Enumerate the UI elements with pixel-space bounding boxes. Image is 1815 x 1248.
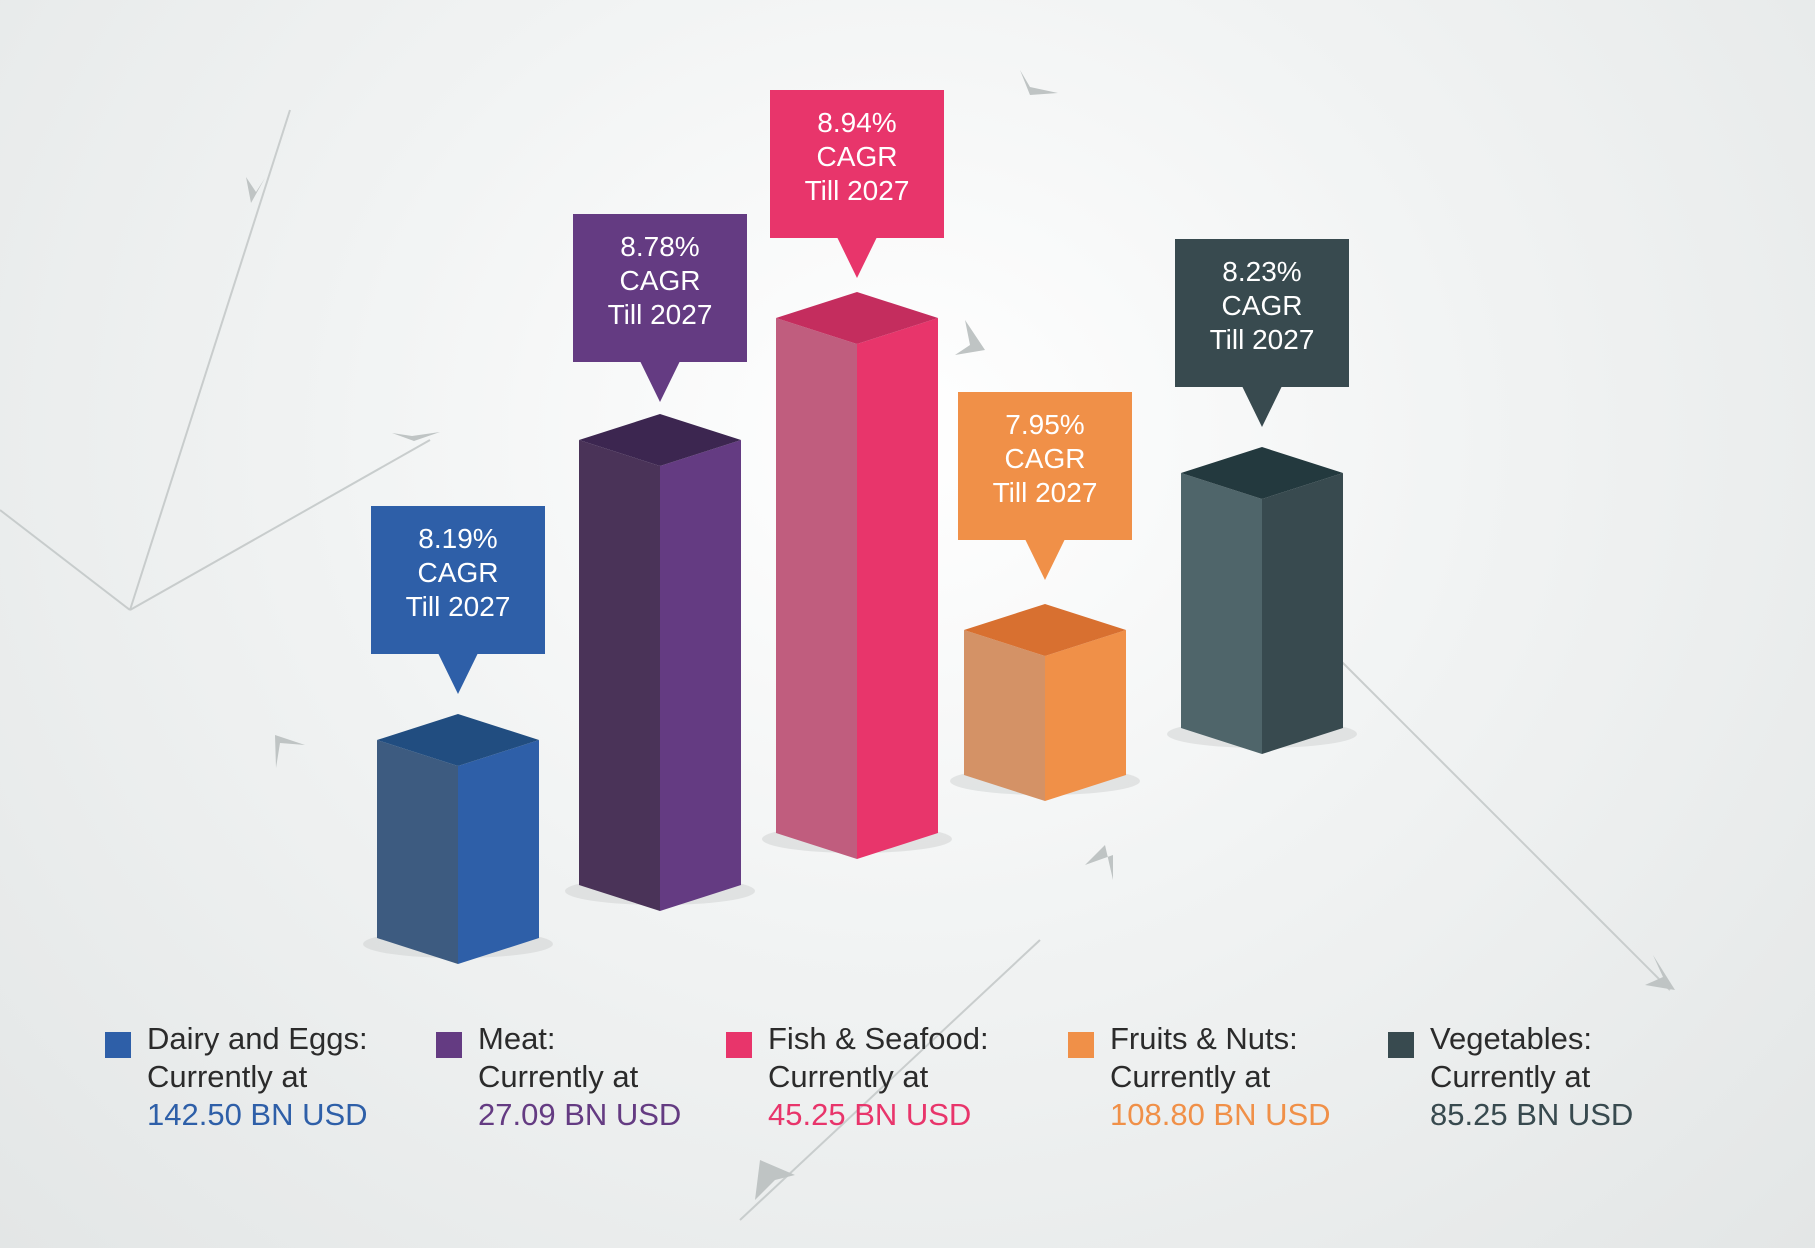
callout-label-fruits-1: CAGR (1005, 443, 1086, 474)
callout-label-vegetables-2: Till 2027 (1210, 324, 1315, 355)
callout-box-vegetables (1175, 239, 1349, 387)
legend-swatch-fruits (1068, 1032, 1094, 1058)
callout-label-meat-2: Till 2027 (608, 299, 713, 330)
legend-sublabel-dairy: Currently at (147, 1059, 308, 1094)
bar-left-face-vegetables (1181, 473, 1262, 754)
callout-pointer-meat (640, 361, 680, 402)
bar-dairy (377, 714, 539, 964)
bar-vegetables (1181, 447, 1343, 754)
callout-label-dairy-1: CAGR (418, 557, 499, 588)
bar-meat (579, 414, 741, 911)
callout-box-meat (573, 214, 747, 362)
legend-label-fish: Fish & Seafood: (768, 1021, 989, 1056)
bar-right-face-fruits (1045, 630, 1126, 801)
legend: Dairy and Eggs: Currently at 142.50 BN U… (0, 1020, 1815, 1160)
legend-value-fruits: 108.80 BN USD (1110, 1097, 1331, 1132)
legend-swatch-fish (726, 1032, 752, 1058)
legend-sublabel-fruits: Currently at (1110, 1059, 1271, 1094)
callout-label-fruits-2: Till 2027 (993, 477, 1098, 508)
legend-value-fish: 45.25 BN USD (768, 1097, 972, 1132)
bar-left-face-meat (579, 440, 660, 911)
bars (377, 292, 1343, 964)
bar-right-face-meat (660, 440, 741, 911)
callout-box-fish (770, 90, 944, 238)
bar-left-face-fruits (964, 630, 1045, 801)
callout-pointer-fish (837, 237, 877, 278)
bar-fish (776, 292, 938, 859)
bar-left-face-dairy (377, 740, 458, 964)
bar-right-face-vegetables (1262, 473, 1343, 754)
callout-label-fish-1: CAGR (817, 141, 898, 172)
callout-pointer-vegetables (1242, 386, 1282, 427)
callout-pointer-fruits (1025, 539, 1065, 580)
legend-sublabel-vegetables: Currently at (1430, 1059, 1591, 1094)
legend-swatch-meat (436, 1032, 462, 1058)
legend-sublabel-fish: Currently at (768, 1059, 929, 1094)
callout-label-fruits-0: 7.95% (1005, 409, 1084, 440)
legend-value-vegetables: 85.25 BN USD (1430, 1097, 1634, 1132)
callout-label-meat-1: CAGR (620, 265, 701, 296)
bar-right-face-dairy (458, 740, 539, 964)
callout-label-fish-2: Till 2027 (805, 175, 910, 206)
background-arrow-heads (246, 70, 1675, 1200)
callout-box-fruits (958, 392, 1132, 540)
bar-top-face-vegetables (1181, 447, 1343, 499)
bar-top-face-dairy (377, 714, 539, 766)
callout-label-vegetables-0: 8.23% (1222, 256, 1301, 287)
bar-top-face-fruits (964, 604, 1126, 656)
bar-right-face-fish (857, 318, 938, 859)
legend-label-fruits: Fruits & Nuts: (1110, 1021, 1298, 1056)
legend-label-vegetables: Vegetables: (1430, 1021, 1593, 1056)
legend-value-meat: 27.09 BN USD (478, 1097, 682, 1132)
callout-label-dairy-2: Till 2027 (406, 591, 511, 622)
bar-left-face-fish (776, 318, 857, 859)
legend-label-dairy: Dairy and Eggs: (147, 1021, 368, 1056)
callout-label-fish-0: 8.94% (817, 107, 896, 138)
legend-swatch-vegetables (1388, 1032, 1414, 1058)
bar-fruits (964, 604, 1126, 801)
bar-top-face-fish (776, 292, 938, 344)
callout-label-vegetables-1: CAGR (1222, 290, 1303, 321)
callout-label-meat-0: 8.78% (620, 231, 699, 262)
callout-label-dairy-0: 8.19% (418, 523, 497, 554)
legend-swatch-dairy (105, 1032, 131, 1058)
legend-label-meat: Meat: (478, 1021, 556, 1056)
legend-value-dairy: 142.50 BN USD (147, 1097, 368, 1132)
callout-box-dairy (371, 506, 545, 654)
bar-top-face-meat (579, 414, 741, 466)
callout-pointer-dairy (438, 653, 478, 694)
background-arrows (0, 109, 1671, 1221)
legend-sublabel-meat: Currently at (478, 1059, 639, 1094)
